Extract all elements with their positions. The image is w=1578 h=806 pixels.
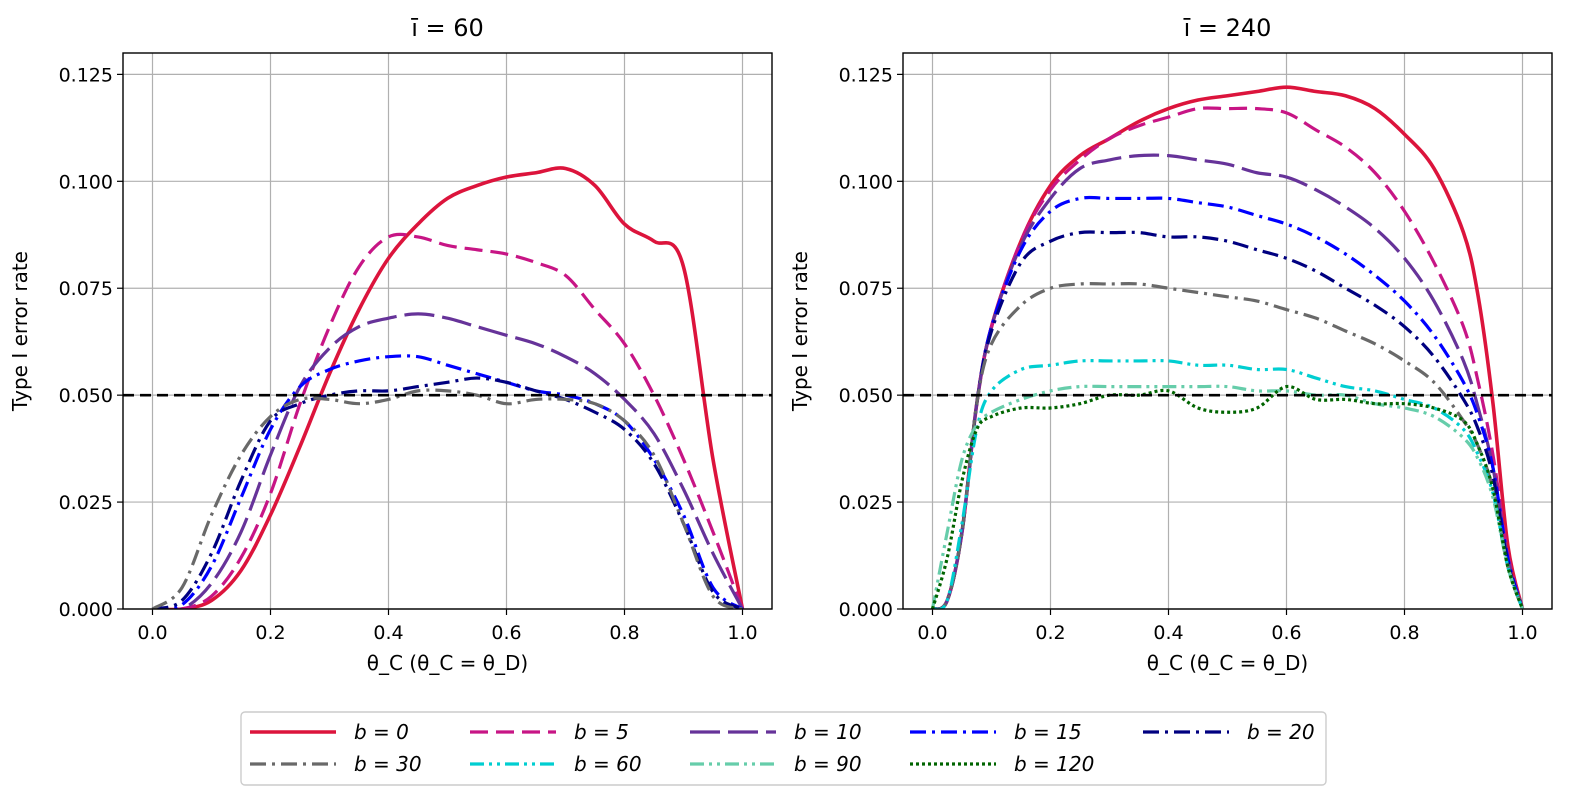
y-tick-label: 0.050 [839,385,893,407]
x-tick-label: 0.6 [1271,622,1301,644]
panel-right: 0.0 0.2 0.4 0.6 0.8 1.0 0.000 0.025 0.050 0.075 0.… [788,14,1553,675]
x-tick-label: 0.0 [917,622,947,644]
y-tick-label: 0.125 [839,64,893,86]
legend-label: b = 120 [1014,752,1094,776]
y-tick-label: 0.050 [59,385,113,407]
legend: b = 0 b = 5 b = 10 b = 15 b = 20 b = 30 b = 60… [240,711,1327,786]
series-line-b30 [931,282,1525,609]
y-tick-label: 0.125 [59,64,113,86]
series-line-b15 [931,195,1525,609]
legend-label: b = 10 [794,720,862,744]
x-tick-label: 1.0 [1507,622,1537,644]
legend-label: b = 90 [794,752,862,776]
legend-label: b = 5 [574,720,629,744]
series-line-b20 [931,230,1525,609]
series-line-b90 [930,384,1525,609]
series-line-b5 [152,232,744,609]
x-tick-label: 0.8 [609,622,639,644]
y-tick-label: 0.100 [59,171,113,193]
series-line-b10 [152,312,744,609]
series-line-b20 [152,376,744,609]
x-tick-label: 0.2 [255,622,285,644]
series-line-b5 [931,106,1525,609]
legend-label: b = 60 [574,752,642,776]
panel-title: ī = 240 [1183,14,1272,42]
legend-label: b = 30 [354,752,422,776]
legend-label: b = 0 [354,720,409,744]
series-line-b120 [930,384,1525,609]
series-line-b0 [152,166,745,609]
x-tick-label: 0.4 [373,622,403,644]
y-tick-label: 0.075 [59,278,113,300]
series-group [930,85,1525,609]
y-tick-label: 0.025 [839,492,893,514]
y-tick-label: 0.025 [59,492,113,514]
series-group [151,166,745,609]
x-tick-label: 0.0 [137,622,167,644]
axes-frame [122,52,773,610]
y-tick-label: 0.100 [839,171,893,193]
x-tick-label: 0.4 [1153,622,1183,644]
series-line-b15 [152,354,744,609]
y-tick-label: 0.000 [839,599,893,621]
series-line-b60 [931,359,1525,609]
axes-frame [902,52,1553,610]
panel-left: 0.0 0.2 0.4 0.6 0.8 1.0 0.000 0.025 0.050 0.075 0.… [8,14,773,675]
x-tick-label: 0.2 [1035,622,1065,644]
y-axis-label: Type I error rate [788,251,812,412]
x-axis-label: θ_C (θ_C = θ_D) [367,651,528,675]
x-tick-label: 1.0 [727,622,757,644]
y-tick-label: 0.000 [59,599,113,621]
legend-label: b = 15 [1014,720,1082,744]
x-axis-label: θ_C (θ_C = θ_D) [1147,651,1308,675]
series-line-b30 [151,388,744,609]
legend-label: b = 20 [1247,720,1315,744]
x-tick-label: 0.8 [1389,622,1419,644]
y-tick-label: 0.075 [839,278,893,300]
legend-frame [240,711,1327,786]
panel-title: ī = 60 [410,14,484,42]
x-tick-label: 0.6 [491,622,521,644]
y-axis-label: Type I error rate [8,251,32,412]
